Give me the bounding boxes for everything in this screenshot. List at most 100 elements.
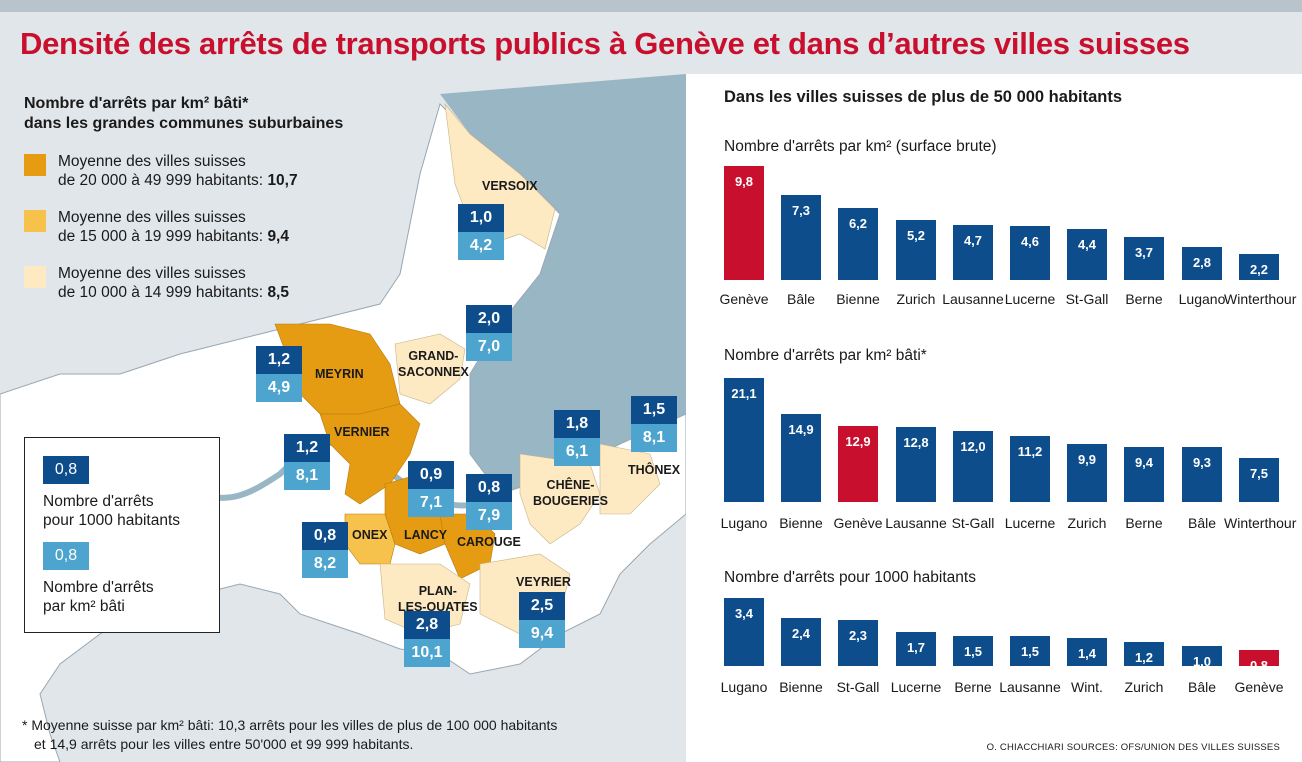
lake-shape — [440, 74, 686, 494]
chart3-bar-5: 1,5 — [1010, 636, 1050, 666]
chart3-category-6: Wint. — [1071, 679, 1103, 695]
chart1-value-6: 4,4 — [1077, 237, 1097, 252]
key-label-per1000: Nombre d'arrêts pour 1000 habitants — [43, 493, 181, 529]
chart1-category-2: Bienne — [836, 291, 880, 307]
legend-large-line1: Moyenne des villes suisses — [58, 153, 246, 170]
chart1-bar-7: 3,7 — [1124, 237, 1164, 280]
value-per1000-meyrin: 1,2 — [256, 346, 302, 374]
chart3-bar-1: 2,4 — [781, 618, 821, 666]
chart2-category-0: Lugano — [720, 515, 768, 531]
chart2-value-7: 9,4 — [1134, 455, 1154, 470]
chart2-value-1: 14,9 — [788, 422, 814, 437]
chart3-bar-2: 2,3 — [838, 620, 878, 666]
chart1-title: Nombre d'arrêts par km² (surface brute) — [724, 138, 997, 155]
chart1-bar-5: 4,6 — [1010, 226, 1050, 280]
city-label-meyrin: MEYRIN — [315, 367, 364, 381]
chart1-bar-1: 7,3 — [781, 195, 821, 280]
chart3-bar-7: 1,2 — [1124, 642, 1164, 666]
chart3-value-3: 1,7 — [906, 640, 926, 655]
chart3-value-4: 1,5 — [963, 644, 983, 659]
city-label-onex: ONEX — [352, 528, 388, 542]
legend-large-value: 10,7 — [267, 172, 298, 189]
chart2-bar-8: 9,3 — [1182, 447, 1222, 502]
chart2-category-6: Zurich — [1067, 515, 1107, 531]
title-bar — [0, 12, 1302, 74]
chart3-value-6: 1,4 — [1077, 646, 1097, 661]
legend-swatch-medium — [24, 210, 46, 232]
chart2-value-6: 9,9 — [1077, 452, 1097, 467]
city-label-plan-les-ouates: PLAN- LES-OUATES — [398, 584, 478, 614]
city-label-vernier: VERNIER — [334, 425, 390, 439]
legend-medium-line2: de 15 000 à 19 999 habitants: — [58, 228, 268, 245]
chart3-value-5: 1,5 — [1020, 644, 1040, 659]
chart2-bar-1: 14,9 — [781, 414, 821, 502]
key-swatch-perkm: 0,8 — [43, 542, 89, 570]
value-per1000-grand-saconnex: 2,0 — [466, 305, 512, 333]
chart1-bar-6: 4,4 — [1067, 229, 1107, 280]
region-grand-saconnex — [394, 333, 466, 405]
legend-small-line1: Moyenne des villes suisses — [58, 265, 246, 282]
value-perkm-meyrin: 4,9 — [256, 374, 302, 402]
pair-onex: 0,8 8,2 — [302, 522, 348, 578]
chart3-value-9: 0,8 — [1249, 658, 1269, 673]
chart2-bar-2: 12,9 — [838, 426, 878, 502]
value-perkm-chene-bougeries: 6,1 — [554, 438, 600, 466]
value-perkm-plan-les-ouates: 10,1 — [404, 639, 450, 667]
chart1-category-0: Genève — [719, 291, 769, 307]
value-per1000-onex: 0,8 — [302, 522, 348, 550]
pair-versoix: 1,0 4,2 — [458, 204, 504, 260]
chart1-category-6: St-Gall — [1065, 291, 1109, 307]
chart2-value-4: 12,0 — [960, 439, 986, 454]
key-label-perkm: Nombre d'arrêts par km² bâti — [43, 579, 154, 615]
value-perkm-vernier: 8,1 — [284, 462, 330, 490]
value-perkm-veyrier: 9,4 — [519, 620, 565, 648]
chart2-bar-0: 21,1 — [724, 378, 764, 502]
value-perkm-versoix: 4,2 — [458, 232, 504, 260]
pair-meyrin: 1,2 4,9 — [256, 346, 302, 402]
chart1-category-7: Berne — [1125, 291, 1163, 307]
chart3-category-2: St-Gall — [836, 679, 880, 695]
chart1-bar-3: 5,2 — [896, 220, 936, 280]
chart3-category-8: Bâle — [1187, 679, 1217, 695]
chart2-value-3: 12,8 — [903, 435, 929, 450]
chart2-bar-9: 7,5 — [1239, 458, 1279, 502]
pair-veyrier: 2,5 9,4 — [519, 592, 565, 648]
footnote-line2: et 14,9 arrêts pour les villes entre 50'… — [34, 736, 414, 752]
chart2-bar-3: 12,8 — [896, 427, 936, 502]
chart3-value-1: 2,4 — [791, 626, 811, 641]
city-label-thonex: THÔNEX — [628, 463, 681, 477]
chart2-category-2: Genève — [833, 515, 883, 531]
chart1-value-8: 2,8 — [1192, 255, 1212, 270]
chart1-value-7: 3,7 — [1134, 245, 1154, 260]
chart3-title: Nombre d'arrêts pour 1000 habitants — [724, 569, 976, 586]
chart1-value-5: 4,6 — [1020, 234, 1040, 249]
map-heading-line2: dans les grandes communes suburbaines — [24, 115, 344, 132]
legend-swatch-large — [24, 154, 46, 176]
chart1-value-0: 9,8 — [734, 174, 754, 189]
chart2-value-0: 21,1 — [731, 386, 757, 401]
value-per1000-veyrier: 2,5 — [519, 592, 565, 620]
chart2-bar-5: 11,2 — [1010, 436, 1050, 502]
city-label-carouge: CAROUGE — [457, 535, 521, 549]
chart2-value-8: 9,3 — [1192, 455, 1212, 470]
value-perkm-thonex: 8,1 — [631, 424, 677, 452]
map-heading: Nombre d'arrêts par km² bâti* dans les g… — [24, 94, 343, 134]
pair-chene-bougeries: 1,8 6,1 — [554, 410, 600, 466]
pair-lancy: 0,9 7,1 — [408, 461, 454, 517]
chart1-value-3: 5,2 — [906, 228, 926, 243]
chart2-category-5: Lucerne — [1004, 515, 1056, 531]
key-swatch-per1000: 0,8 — [43, 456, 89, 484]
top-strip — [0, 0, 1302, 12]
pair-plan-les-ouates: 2,8 10,1 — [404, 611, 450, 667]
chart2-bar-6: 9,9 — [1067, 444, 1107, 502]
chart3-bar-9: 0,8 — [1239, 650, 1279, 673]
city-label-veyrier: VEYRIER — [516, 575, 571, 589]
chart2-category-3: Lausanne — [885, 515, 947, 531]
value-per1000-vernier: 1,2 — [284, 434, 330, 462]
value-per1000-plan-les-ouates: 2,8 — [404, 611, 450, 639]
chart3-bar-8: 1,0 — [1182, 646, 1222, 669]
value-per1000-thonex: 1,5 — [631, 396, 677, 424]
pair-vernier: 1,2 8,1 — [284, 434, 330, 490]
chart3-category-5: Lausanne — [999, 679, 1061, 695]
chart3-category-7: Zurich — [1124, 679, 1164, 695]
